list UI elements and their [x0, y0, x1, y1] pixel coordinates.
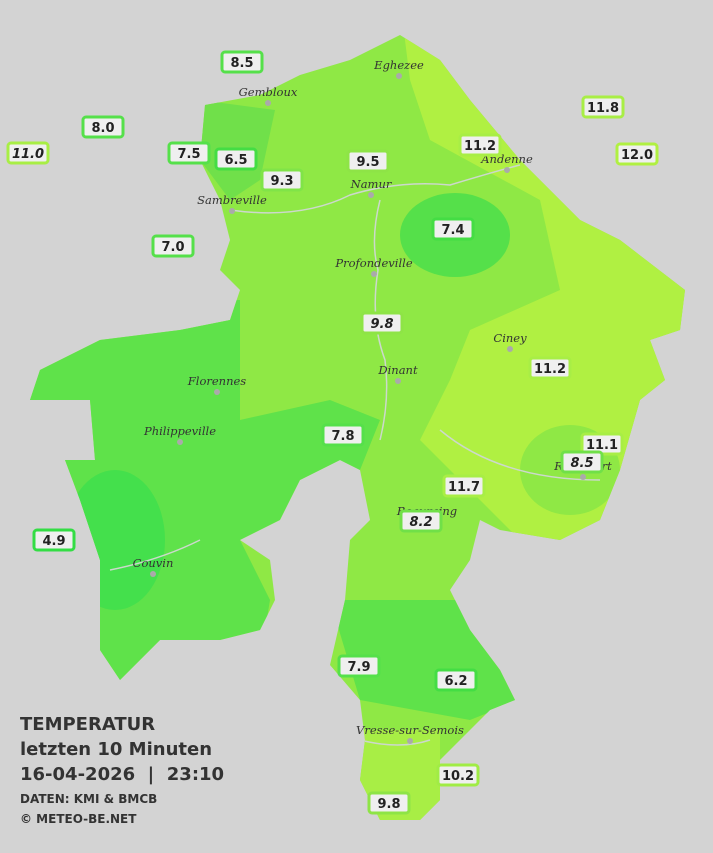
city-label: Eghezee: [373, 58, 424, 72]
station-box: [6, 141, 50, 165]
city-dot: [368, 192, 374, 198]
station-value: 11.0: [12, 147, 44, 162]
station-box: [431, 217, 475, 241]
station-box: [434, 668, 478, 692]
city-dot: [395, 378, 401, 384]
station-box: [528, 356, 572, 380]
city-label: Profondeville: [334, 256, 412, 270]
station-box: [442, 474, 486, 498]
station-value: 9.8: [370, 317, 393, 332]
station-value: 11.8: [587, 101, 619, 116]
city-label: Namur: [350, 177, 393, 191]
city-label: Gembloux: [239, 85, 298, 99]
station-value: 9.5: [356, 155, 379, 170]
station-value: 7.5: [177, 147, 200, 162]
station-value: 11.2: [534, 362, 566, 377]
station-box: [321, 423, 365, 447]
station-value: 6.2: [444, 674, 467, 689]
station-value: 6.5: [224, 153, 247, 168]
station-value: 10.2: [442, 769, 474, 784]
city-dot: [150, 571, 156, 577]
station-value: 4.9: [42, 534, 65, 549]
station-value: 8.0: [91, 121, 114, 136]
station-box: [346, 149, 390, 173]
city-label: Couvin: [133, 556, 174, 570]
station-box: [360, 311, 404, 335]
station-value: 11.2: [464, 139, 496, 154]
station-box: [81, 115, 125, 139]
city-dot: [580, 474, 586, 480]
station-box: [560, 450, 604, 474]
station-value: 8.2: [409, 515, 432, 530]
station-value: 7.0: [161, 240, 184, 255]
city-dot: [214, 389, 220, 395]
station-box: [214, 147, 258, 171]
legend-source: DATEN: KMI & BMCB: [20, 792, 157, 806]
city-label: Florennes: [187, 374, 247, 388]
city-dot: [504, 167, 510, 173]
station-box: [458, 133, 502, 157]
station-value: 9.8: [377, 797, 400, 812]
station-value: 8.5: [570, 456, 593, 471]
station-box: [151, 234, 195, 258]
city-label: Sambreville: [197, 193, 267, 207]
station-value: 7.8: [331, 429, 354, 444]
station-value: 7.9: [347, 660, 370, 675]
station-value: 8.5: [230, 56, 253, 71]
station-value: 12.0: [621, 148, 653, 163]
station-box: [260, 168, 304, 192]
city-label: Philippeville: [143, 424, 216, 438]
station-box: [220, 50, 264, 74]
city-dot: [507, 346, 513, 352]
city-label: Vresse-sur-Semois: [356, 723, 464, 737]
station-box: [167, 141, 211, 165]
legend-subtitle: letzten 10 Minuten: [20, 739, 212, 760]
station-value: 7.4: [441, 223, 464, 238]
station-box: [32, 528, 76, 552]
station-value: 9.3: [270, 174, 293, 189]
city-dot: [396, 73, 402, 79]
legend-title: TEMPERATUR: [20, 714, 155, 735]
station-box: [436, 763, 480, 787]
city-label: Dinant: [377, 363, 418, 377]
station-box: [337, 654, 381, 678]
city-dot: [265, 100, 271, 106]
city-dot: [407, 738, 413, 744]
city-dot: [371, 271, 377, 277]
city-label: Ciney: [493, 331, 527, 345]
legend-copyright: © METEO-BE.NET: [20, 812, 137, 826]
station-box: [399, 509, 443, 533]
station-box: [615, 142, 659, 166]
station-value: 11.1: [586, 438, 618, 453]
station-value: 11.7: [448, 480, 480, 495]
city-dot: [177, 439, 183, 445]
legend-datetime: 16-04-2026 | 23:10: [20, 764, 224, 785]
station-box: [581, 95, 625, 119]
city-dot: [229, 208, 235, 214]
station-box: [367, 791, 411, 815]
